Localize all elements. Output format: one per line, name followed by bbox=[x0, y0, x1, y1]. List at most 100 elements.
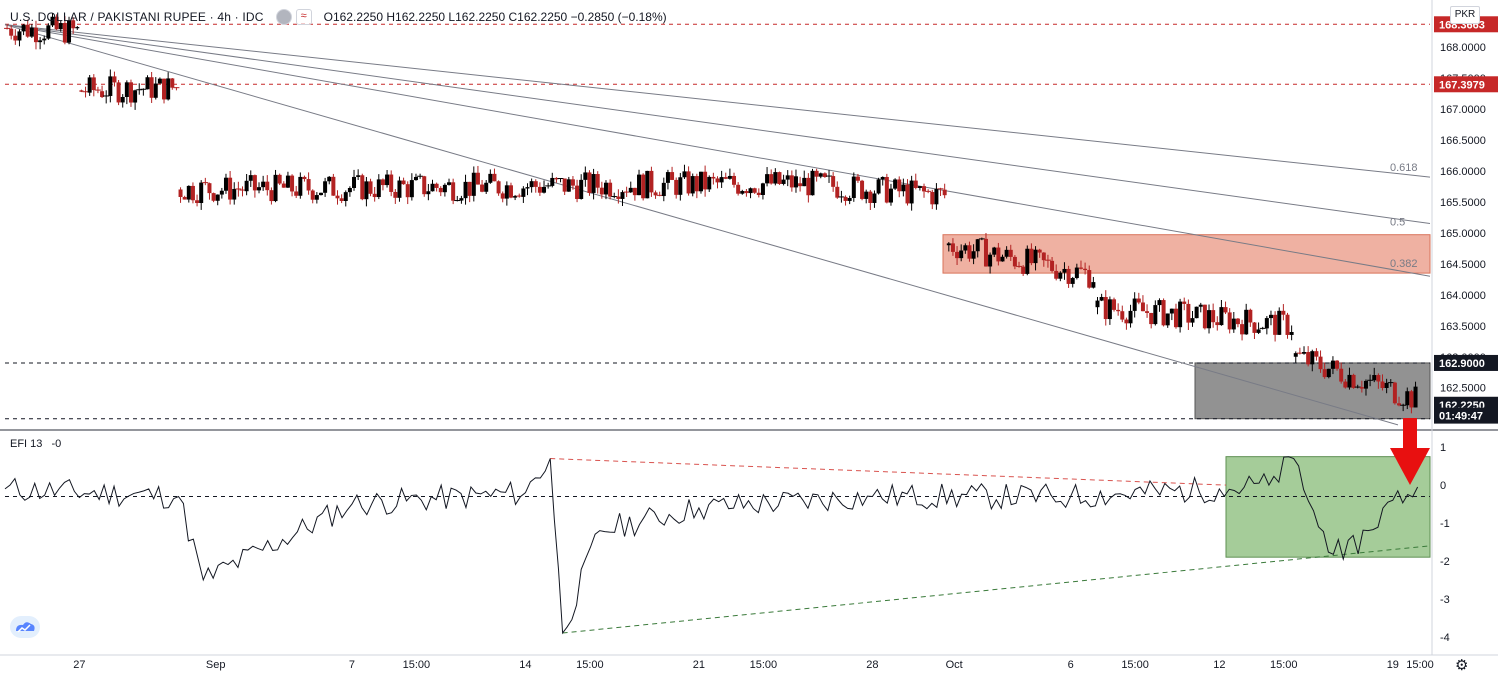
candle-body bbox=[1182, 301, 1187, 304]
candle-body bbox=[1041, 252, 1046, 261]
candle-body bbox=[492, 173, 497, 182]
time-tick-label: 15:00 bbox=[576, 659, 604, 671]
candle-body bbox=[1235, 318, 1240, 325]
candle-body bbox=[1054, 270, 1059, 279]
candle-body bbox=[930, 192, 935, 205]
candle-body bbox=[1169, 308, 1174, 314]
price-tick-label: 164.5000 bbox=[1440, 259, 1486, 271]
candle-body bbox=[678, 177, 683, 195]
candle-body bbox=[228, 177, 233, 200]
candle-body bbox=[508, 185, 513, 198]
support-zone bbox=[1194, 362, 1431, 420]
candle-body bbox=[781, 179, 786, 184]
time-tick-label: 15:00 bbox=[1406, 659, 1434, 671]
candle-body bbox=[707, 176, 712, 190]
candle-body bbox=[1347, 374, 1352, 388]
visibility-toggle-icon[interactable] bbox=[275, 9, 292, 25]
candle-body bbox=[814, 170, 819, 177]
candle-body bbox=[1178, 301, 1183, 328]
candle-body bbox=[149, 77, 154, 98]
price-tick-label: 163.5000 bbox=[1440, 321, 1486, 333]
settings-gear-icon[interactable]: ⚙ bbox=[1455, 657, 1469, 674]
candle-body bbox=[628, 187, 633, 193]
candle-body bbox=[748, 188, 753, 194]
candle-body bbox=[285, 175, 290, 188]
candle-body bbox=[1256, 329, 1261, 333]
candle-body bbox=[967, 245, 972, 259]
candle-body bbox=[178, 189, 183, 197]
candle-body bbox=[752, 188, 757, 193]
candle-body bbox=[727, 175, 732, 179]
candle-body bbox=[1058, 272, 1063, 279]
candle-body bbox=[1227, 312, 1232, 330]
candle-body bbox=[145, 77, 150, 90]
candle-body bbox=[389, 174, 394, 192]
candle-body bbox=[1330, 360, 1335, 369]
time-tick-label: 12 bbox=[1213, 659, 1225, 671]
candle-body bbox=[211, 193, 216, 201]
currency-button[interactable]: PKR bbox=[1450, 6, 1480, 24]
candle-body bbox=[1326, 368, 1331, 378]
efi-tick-label: -4 bbox=[1440, 632, 1450, 644]
candle-body bbox=[1033, 249, 1038, 264]
candle-body bbox=[521, 188, 526, 197]
candle-body bbox=[496, 181, 501, 194]
candle-body bbox=[1223, 307, 1228, 313]
candle-body bbox=[1264, 318, 1269, 329]
price-tick-label: 166.0000 bbox=[1440, 166, 1486, 178]
candle-body bbox=[922, 186, 927, 192]
price-label-box bbox=[1434, 354, 1498, 371]
candle-body bbox=[562, 178, 567, 192]
fib-fan-label: 0.618 bbox=[1390, 162, 1418, 174]
time-tick-label: 21 bbox=[693, 659, 705, 671]
candle-body bbox=[1339, 368, 1344, 382]
candle-body bbox=[715, 178, 720, 183]
candle-body bbox=[29, 27, 34, 37]
candle-body bbox=[422, 176, 427, 195]
fib-fan-label: 0.5 bbox=[1390, 216, 1405, 228]
candle-body bbox=[91, 77, 96, 91]
candle-body bbox=[318, 192, 323, 196]
close-value: C162.2250 bbox=[508, 10, 568, 24]
efi-zone bbox=[1225, 456, 1431, 558]
candle-body bbox=[537, 186, 542, 193]
candle-body bbox=[480, 184, 485, 192]
candle-body bbox=[637, 174, 642, 196]
candle-body bbox=[1112, 299, 1117, 310]
candle-body bbox=[1268, 314, 1273, 319]
candle-body bbox=[950, 243, 955, 252]
candle-body bbox=[913, 180, 918, 188]
candle-body bbox=[550, 177, 555, 186]
candle-body bbox=[360, 175, 365, 200]
candle-body bbox=[616, 196, 621, 199]
candle-body bbox=[331, 176, 336, 196]
candle-body bbox=[1231, 318, 1236, 330]
fib-fan-label: 0.382 bbox=[1390, 258, 1418, 270]
candle-body bbox=[934, 188, 939, 205]
candle-body bbox=[1078, 267, 1083, 269]
candle-body bbox=[785, 175, 790, 180]
candle-body bbox=[880, 176, 885, 180]
candle-body bbox=[182, 196, 187, 200]
candle-body bbox=[822, 173, 827, 177]
time-tick-label: 15:00 bbox=[403, 659, 431, 671]
fib-fan-line bbox=[4, 24, 1431, 277]
candle-body bbox=[13, 35, 18, 41]
candle-body bbox=[1153, 305, 1158, 325]
candle-body bbox=[133, 90, 138, 103]
efi-tick-label: -2 bbox=[1440, 556, 1450, 568]
candle-body bbox=[294, 191, 299, 196]
candle-body bbox=[1343, 381, 1348, 388]
candle-body bbox=[17, 31, 22, 41]
candle-body bbox=[1372, 375, 1377, 381]
candle-body bbox=[698, 171, 703, 192]
tradingview-logo[interactable] bbox=[10, 616, 40, 638]
candle-body bbox=[269, 190, 274, 202]
symbol-title[interactable]: U.S. DOLLAR / PAKISTANI RUPEE · 4h · IDC bbox=[10, 10, 264, 24]
candle-body bbox=[323, 181, 328, 193]
candle-body bbox=[50, 16, 55, 26]
compare-icon[interactable]: ≈ bbox=[295, 9, 312, 25]
candle-body bbox=[1128, 310, 1133, 324]
time-tick-label: 6 bbox=[1068, 659, 1074, 671]
